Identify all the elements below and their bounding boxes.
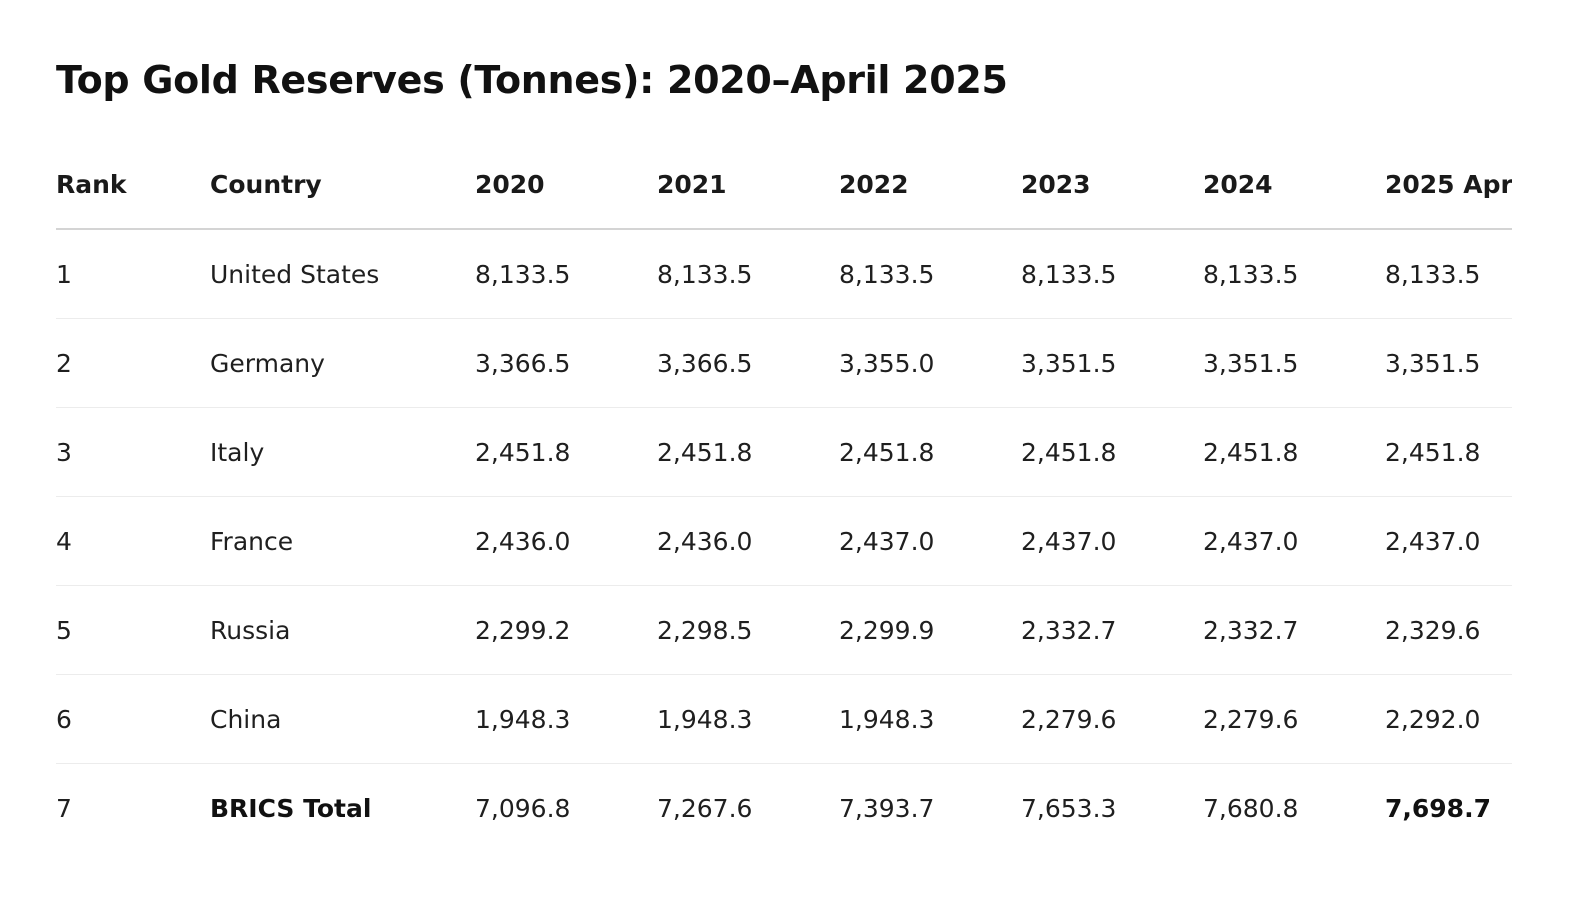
value-cell: 7,680.8 (1203, 793, 1299, 823)
value-cell: 2,451.8 (1385, 407, 1512, 497)
value-cell: 2,451.8 (1021, 407, 1203, 497)
rank-cell: 2 (56, 318, 210, 408)
value-cell: 2,332.7 (1203, 585, 1385, 675)
page-title: Top Gold Reserves (Tonnes): 2020–April 2… (56, 58, 1008, 102)
value-cell: 2,329.6 (1385, 585, 1512, 675)
value-cell: 2,437.0 (1203, 496, 1385, 586)
header-2024: 2024 (1203, 140, 1385, 230)
value-cell: 2,437.0 (1021, 496, 1203, 586)
table-row: 2 Germany 3,366.5 3,366.5 3,355.0 3,351.… (56, 318, 1512, 408)
header-2023: 2023 (1021, 140, 1203, 230)
header-2025-apr: 2025 Apr (1385, 140, 1512, 230)
value-cell: 2,279.6 (1021, 674, 1203, 764)
rank-cell: 3 (56, 407, 210, 497)
value-cell: 3,351.5 (1203, 318, 1385, 408)
country-cell: China (210, 674, 475, 764)
value-cell: 7,267.6 (657, 793, 753, 823)
value-cell: 3,366.5 (657, 318, 839, 408)
value-cell-total-latest: 7,698.7 (1385, 793, 1491, 823)
gold-reserves-table: Rank Country 2020 2021 2022 2023 2024 20… (56, 140, 1512, 852)
value-cell: 2,292.0 (1385, 674, 1512, 764)
header-country: Country (210, 140, 475, 230)
value-cell: 2,451.8 (1203, 407, 1385, 497)
value-cell: 7,096.8 (475, 793, 571, 823)
table-row: 6 China 1,948.3 1,948.3 1,948.3 2,279.6 … (56, 674, 1512, 764)
value-cell: 3,351.5 (1385, 318, 1512, 408)
header-2020: 2020 (475, 140, 657, 230)
rank-cell: 7 (56, 793, 72, 823)
value-cell: 3,366.5 (475, 318, 657, 408)
table-row: 5 Russia 2,299.2 2,298.5 2,299.9 2,332.7… (56, 585, 1512, 675)
value-cell: 2,436.0 (657, 496, 839, 586)
value-cell: 7,653.3 (1021, 793, 1117, 823)
value-cell: 3,351.5 (1021, 318, 1203, 408)
rank-cell: 6 (56, 674, 210, 764)
value-cell: 8,133.5 (839, 229, 1021, 319)
value-cell: 2,437.0 (1385, 496, 1512, 586)
value-cell: 8,133.5 (1203, 229, 1385, 319)
value-cell: 2,299.9 (839, 585, 1021, 675)
country-cell: United States (210, 229, 475, 319)
table-row: 1 United States 8,133.5 8,133.5 8,133.5 … (56, 229, 1512, 319)
table-row: 4 France 2,436.0 2,436.0 2,437.0 2,437.0… (56, 496, 1512, 586)
rank-cell: 5 (56, 585, 210, 675)
table-header: Rank Country 2020 2021 2022 2023 2024 20… (56, 140, 1512, 230)
country-cell: Russia (210, 585, 475, 675)
value-cell: 2,436.0 (475, 496, 657, 586)
value-cell: 2,437.0 (839, 496, 1021, 586)
value-cell: 3,355.0 (839, 318, 1021, 408)
value-cell: 2,332.7 (1021, 585, 1203, 675)
table-row-total: 7 BRICS Total 7,096.8 7,267.6 7,393.7 7,… (56, 764, 1512, 853)
rank-cell: 4 (56, 496, 210, 586)
value-cell: 7,393.7 (839, 793, 935, 823)
value-cell: 1,948.3 (839, 674, 1021, 764)
country-cell: Germany (210, 318, 475, 408)
header-row: Rank Country 2020 2021 2022 2023 2024 20… (56, 140, 1512, 230)
value-cell: 2,451.8 (839, 407, 1021, 497)
country-cell: France (210, 496, 475, 586)
country-cell-total: BRICS Total (210, 793, 372, 823)
header-2022: 2022 (839, 140, 1021, 230)
table-body: 1 United States 8,133.5 8,133.5 8,133.5 … (56, 229, 1512, 852)
rank-cell: 1 (56, 229, 210, 319)
country-cell: Italy (210, 407, 475, 497)
value-cell: 2,451.8 (475, 407, 657, 497)
table-row: 3 Italy 2,451.8 2,451.8 2,451.8 2,451.8 … (56, 407, 1512, 497)
header-2021: 2021 (657, 140, 839, 230)
value-cell: 1,948.3 (657, 674, 839, 764)
header-rank: Rank (56, 140, 210, 230)
value-cell: 2,279.6 (1203, 674, 1385, 764)
value-cell: 2,299.2 (475, 585, 657, 675)
value-cell: 2,298.5 (657, 585, 839, 675)
value-cell: 2,451.8 (657, 407, 839, 497)
value-cell: 8,133.5 (475, 229, 657, 319)
value-cell: 8,133.5 (1021, 229, 1203, 319)
value-cell: 1,948.3 (475, 674, 657, 764)
value-cell: 8,133.5 (1385, 229, 1512, 319)
value-cell: 8,133.5 (657, 229, 839, 319)
